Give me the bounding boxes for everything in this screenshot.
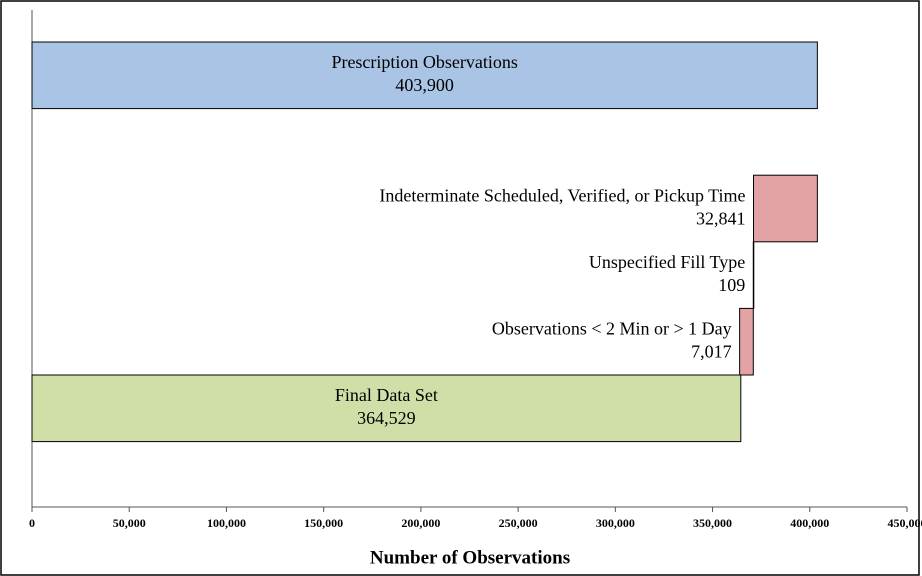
x-tick-label: 0 [29,516,35,530]
bar-name: Observations < 2 Min or > 1 Day [492,319,732,339]
bar [31,41,818,110]
x-tick-label: 300,000 [596,516,635,530]
bar [31,374,742,443]
x-tick-label: 150,000 [304,516,343,530]
bar-name: Prescription Observations [331,52,517,72]
value-label: 109 [718,275,745,295]
value-label: 7,017 [691,342,732,362]
x-tick-label: 400,000 [790,516,829,530]
value-label: 403,900 [395,75,454,95]
bar-name: Unspecified Fill Type [589,252,745,272]
x-tick-label: 200,000 [401,516,440,530]
x-tick-label: 350,000 [693,516,732,530]
bar [752,241,755,309]
value-label: 364,529 [357,408,416,428]
x-tick-label: 450,000 [888,516,922,530]
bar [753,174,818,243]
bar [739,307,754,376]
value-label: 32,841 [696,208,746,228]
bar-name: Final Data Set [335,385,438,405]
x-tick-label: 250,000 [499,516,538,530]
x-tick-label: 100,000 [207,516,246,530]
x-axis-title: Number of Observations [370,547,570,568]
x-tick-label: 50,000 [113,516,146,530]
bar-name: Indeterminate Scheduled, Verified, or Pi… [379,185,745,205]
